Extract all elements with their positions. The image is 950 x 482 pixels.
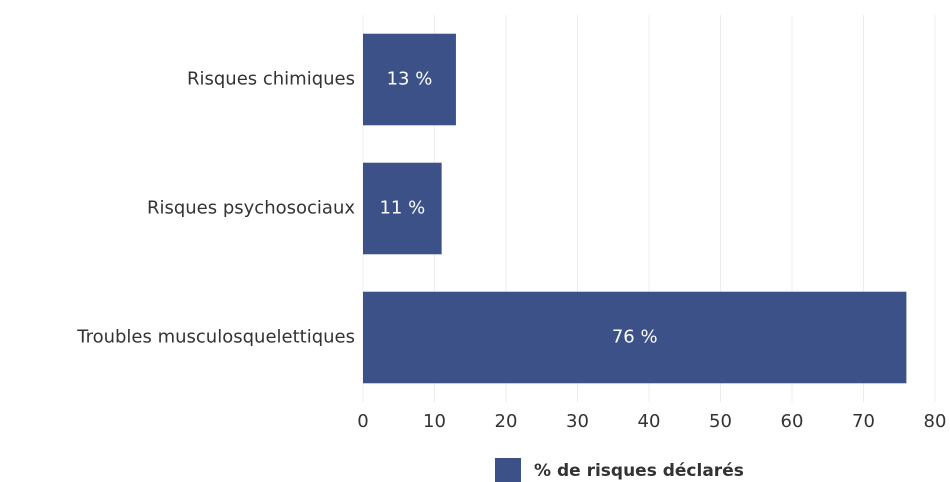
legend-swatch xyxy=(495,458,521,482)
y-tick-label: Risques psychosociaux xyxy=(147,198,355,219)
x-tick-label: 30 xyxy=(566,411,589,432)
y-tick-label: Risques chimiques xyxy=(187,69,355,90)
x-tick-label: 40 xyxy=(638,411,661,432)
value-label: 13 % xyxy=(387,69,433,90)
bar xyxy=(363,291,907,384)
bar xyxy=(363,162,442,255)
x-tick-label: 0 xyxy=(357,411,368,432)
value-label: 11 % xyxy=(379,198,425,219)
x-tick-label: 20 xyxy=(495,411,518,432)
x-tick-label: 80 xyxy=(924,411,947,432)
legend-label: % de risques déclarés xyxy=(534,461,744,481)
value-label: 76 % xyxy=(612,327,658,348)
x-tick-label: 50 xyxy=(709,411,732,432)
x-tick-label: 60 xyxy=(781,411,804,432)
bar xyxy=(363,33,456,126)
x-tick-label: 70 xyxy=(852,411,875,432)
x-tick-label: 10 xyxy=(423,411,446,432)
y-tick-label: Troubles musculosquelettiques xyxy=(76,327,355,348)
